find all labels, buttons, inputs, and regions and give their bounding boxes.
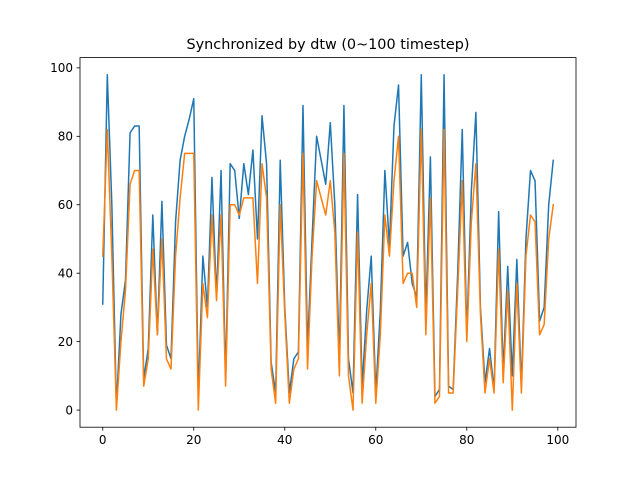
x-tick-label: 100 [546,433,569,447]
x-tick-label: 20 [186,433,201,447]
plot-area [101,73,555,411]
x-tick-label: 80 [459,433,474,447]
x-axis: 0 20 40 60 80 100 [99,427,569,447]
y-tick-label: 100 [50,61,73,75]
x-tick-label: 60 [368,433,383,447]
series-line-1 [101,73,555,408]
x-tick-label: 40 [277,433,292,447]
x-tick-label: 0 [99,433,107,447]
y-axis: 0 20 40 60 80 100 [50,61,80,417]
y-tick-label: 20 [58,335,73,349]
y-tick-label: 40 [58,266,73,280]
y-tick-label: 0 [65,403,73,417]
y-tick-label: 80 [58,130,73,144]
chart-title: Synchronized by dtw (0~100 timestep) [187,37,470,53]
axes-frame [79,57,577,428]
series-line-2 [101,128,555,411]
y-tick-label: 60 [58,198,73,212]
